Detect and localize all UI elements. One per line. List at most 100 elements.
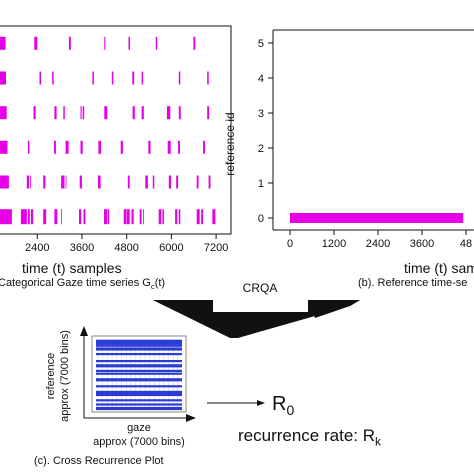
recurrence-band (96, 339, 182, 343)
panel-c-y-label-1: reference (45, 353, 57, 399)
recurrence-band (96, 344, 182, 347)
gaze-bar-cat-5 (68, 36, 71, 50)
crqa-funnel-left-notch (153, 300, 213, 318)
gaze-bar-cat-3 (82, 106, 85, 120)
x-tick-label: 3600 (410, 238, 434, 250)
gaze-bar-cat-4 (92, 71, 94, 85)
gaze-bar-cat-4 (0, 71, 6, 85)
recurrence-band (96, 385, 182, 388)
gaze-bar-cat-5 (155, 36, 158, 50)
gaze-bar-cat-3 (132, 106, 135, 120)
recurrence-band (96, 403, 182, 406)
r0-label-sub: 0 (286, 402, 295, 418)
y-tick-label: 2 (258, 143, 264, 155)
gaze-bar-cat-1 (168, 175, 171, 189)
x-tick-label: 48 (460, 238, 472, 250)
panel-a-caption-tail: (t) (154, 277, 166, 289)
gaze-bar-cat-1 (152, 175, 155, 189)
gaze-bar-cat-0 (143, 209, 144, 225)
gaze-bar-cat-2 (54, 140, 56, 154)
panel-b-y-label: reference id (223, 112, 237, 175)
recurrence-band (96, 390, 182, 393)
crqa-funnel-right-notch (308, 300, 360, 318)
panel-c-y-arrowhead (80, 326, 88, 336)
gaze-bar-cat-3 (33, 106, 36, 120)
gaze-bar-cat-3 (207, 106, 210, 120)
x-tick-label: 7200 (204, 242, 228, 254)
gaze-bar-cat-1 (176, 175, 179, 189)
recurrence-band (96, 406, 182, 411)
panel-c-caption: (c). Cross Recurrence Plot (34, 455, 164, 467)
panel-c-x-label-2: approx (7000 bins) (93, 436, 185, 448)
recurrence-band (96, 360, 182, 363)
panel-c-bands (96, 339, 182, 411)
gaze-bar-cat-1 (98, 175, 101, 189)
panel-b-reference: 0 1 2 3 4 5 0 1200 2400 3600 48 reference id (223, 29, 474, 250)
gaze-bar-cat-5 (104, 36, 106, 50)
panel-a-caption: Categorical Gaze time series Gc(t) (0, 278, 165, 291)
gaze-bar-cat-0 (27, 209, 30, 225)
panel-a-x-label: time (t) samples (22, 260, 122, 276)
x-tick-label: 3600 (70, 242, 94, 254)
gaze-bar-cat-1 (43, 175, 46, 189)
gaze-bar-cat-4 (52, 71, 54, 85)
recurrence-band (96, 369, 182, 372)
panel-c-recurrence-plot: reference approx (7000 bins) gaze approx… (45, 326, 265, 448)
panel-b-series (290, 213, 464, 223)
panel-b-caption: (b). Reference time-se (358, 277, 468, 289)
panel-a-bars (0, 36, 216, 225)
gaze-bar-cat-5 (0, 36, 6, 50)
gaze-bar-cat-0 (126, 209, 130, 225)
gaze-bar-cat-3 (141, 106, 144, 120)
recurrence-rate-label: recurrence rate: Rk (238, 427, 381, 448)
gaze-bar-cat-1 (65, 175, 67, 189)
gaze-bar-cat-5 (128, 36, 130, 50)
gaze-bar-cat-0 (139, 209, 142, 225)
gaze-bar-cat-3 (63, 106, 65, 120)
recurrence-band (96, 372, 182, 375)
y-tick-label: 0 (258, 213, 264, 225)
crqa-label: CRQA (243, 281, 278, 295)
gaze-bar-cat-0 (20, 209, 27, 225)
recurrence-rate-main: recurrence rate: R (238, 426, 375, 445)
reference-series-line (290, 213, 464, 223)
gaze-bar-cat-2 (120, 140, 123, 154)
gaze-bar-cat-1 (61, 175, 65, 189)
gaze-bar-cat-1 (79, 175, 82, 189)
gaze-bar-cat-0 (104, 209, 108, 225)
gaze-bar-cat-0 (131, 209, 134, 225)
gaze-bar-cat-4 (39, 71, 41, 85)
gaze-bar-cat-0 (123, 209, 127, 225)
gaze-bar-cat-2 (0, 140, 8, 154)
recurrence-band (96, 342, 182, 345)
x-tick-label: 2400 (25, 242, 49, 254)
gaze-bar-cat-0 (196, 209, 200, 225)
gaze-bar-cat-4 (132, 71, 135, 85)
crqa-funnel: CRQA (153, 281, 360, 338)
gaze-bar-cat-0 (162, 209, 164, 225)
x-tick-label: 6000 (159, 242, 183, 254)
gaze-bar-cat-4 (141, 71, 144, 85)
x-tick-label: 4800 (114, 242, 138, 254)
x-tick-label: 2400 (366, 238, 390, 250)
recurrence-band (96, 353, 182, 356)
panel-a-caption-main: Categorical Gaze time series G (0, 277, 151, 289)
gaze-bar-cat-3 (178, 106, 181, 120)
gaze-bar-cat-3 (104, 106, 108, 120)
gaze-bar-cat-2 (178, 140, 180, 154)
gaze-bar-cat-0 (61, 209, 62, 225)
gaze-bar-cat-0 (54, 209, 58, 225)
gaze-bar-cat-0 (79, 209, 82, 225)
gaze-bar-cat-3 (80, 106, 82, 120)
x-tick-label: 0 (287, 238, 293, 250)
gaze-bar-cat-2 (98, 140, 101, 154)
panel-c-x-arrowhead (186, 414, 196, 422)
gaze-bar-cat-0 (158, 209, 162, 225)
gaze-bar-cat-1 (196, 175, 199, 189)
gaze-bar-cat-2 (27, 140, 30, 154)
r0-label: R0 (272, 394, 294, 417)
gaze-bar-cat-4 (178, 71, 181, 85)
gaze-bar-cat-5 (34, 36, 38, 50)
gaze-bar-cat-0 (30, 209, 34, 225)
y-tick-label: 4 (258, 73, 264, 85)
